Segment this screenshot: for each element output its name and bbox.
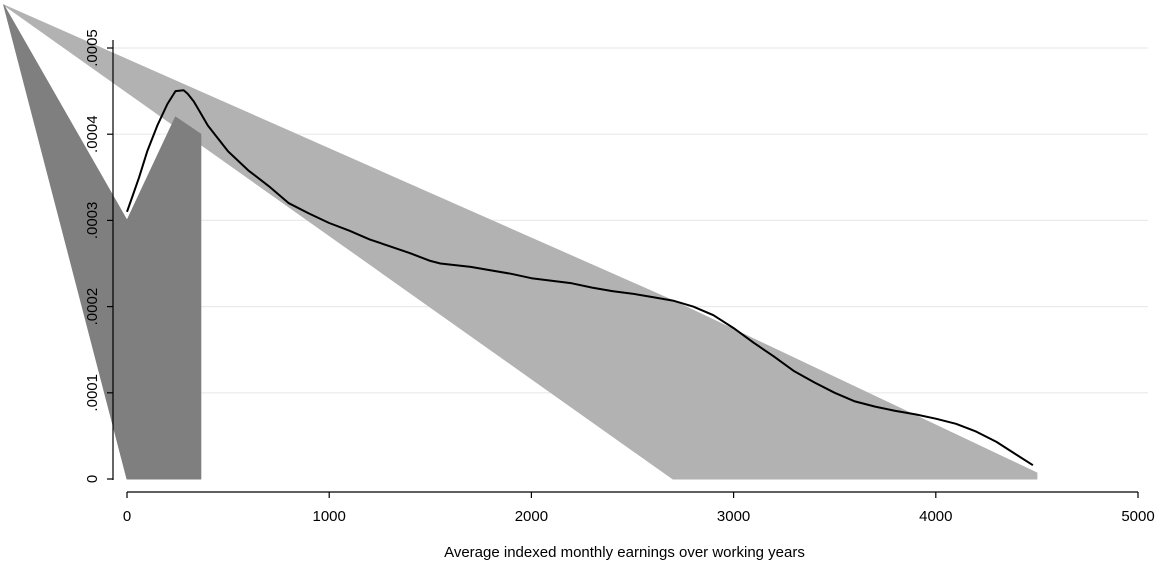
axis-layer: 0 .0001 .0002 .0003 .0004 .0005 0 1000 2000 3000 4… [84, 29, 1155, 525]
x-axis-title: Average indexed monthly earnings over wo… [444, 544, 805, 561]
density-curve [126, 89, 1034, 467]
x-tick-label: 1000 [313, 508, 346, 525]
x-tick-label: 2000 [515, 508, 548, 525]
x-tick-label: 4000 [919, 508, 952, 525]
x-tick-label: 3000 [717, 508, 750, 525]
y-tick-label: .0004 [84, 115, 101, 153]
x-tick-label: 5000 [1121, 508, 1154, 525]
y-tick-label: .0001 [84, 374, 101, 412]
x-tick-label: 0 [123, 508, 131, 525]
dark-shaded-region [3, 4, 202, 480]
y-tick-label: .0003 [84, 202, 101, 240]
y-tick-label: .0005 [84, 29, 101, 67]
y-tick-label: .0002 [84, 288, 101, 326]
y-tick-label: 0 [84, 475, 101, 483]
series-layer [126, 89, 1034, 467]
